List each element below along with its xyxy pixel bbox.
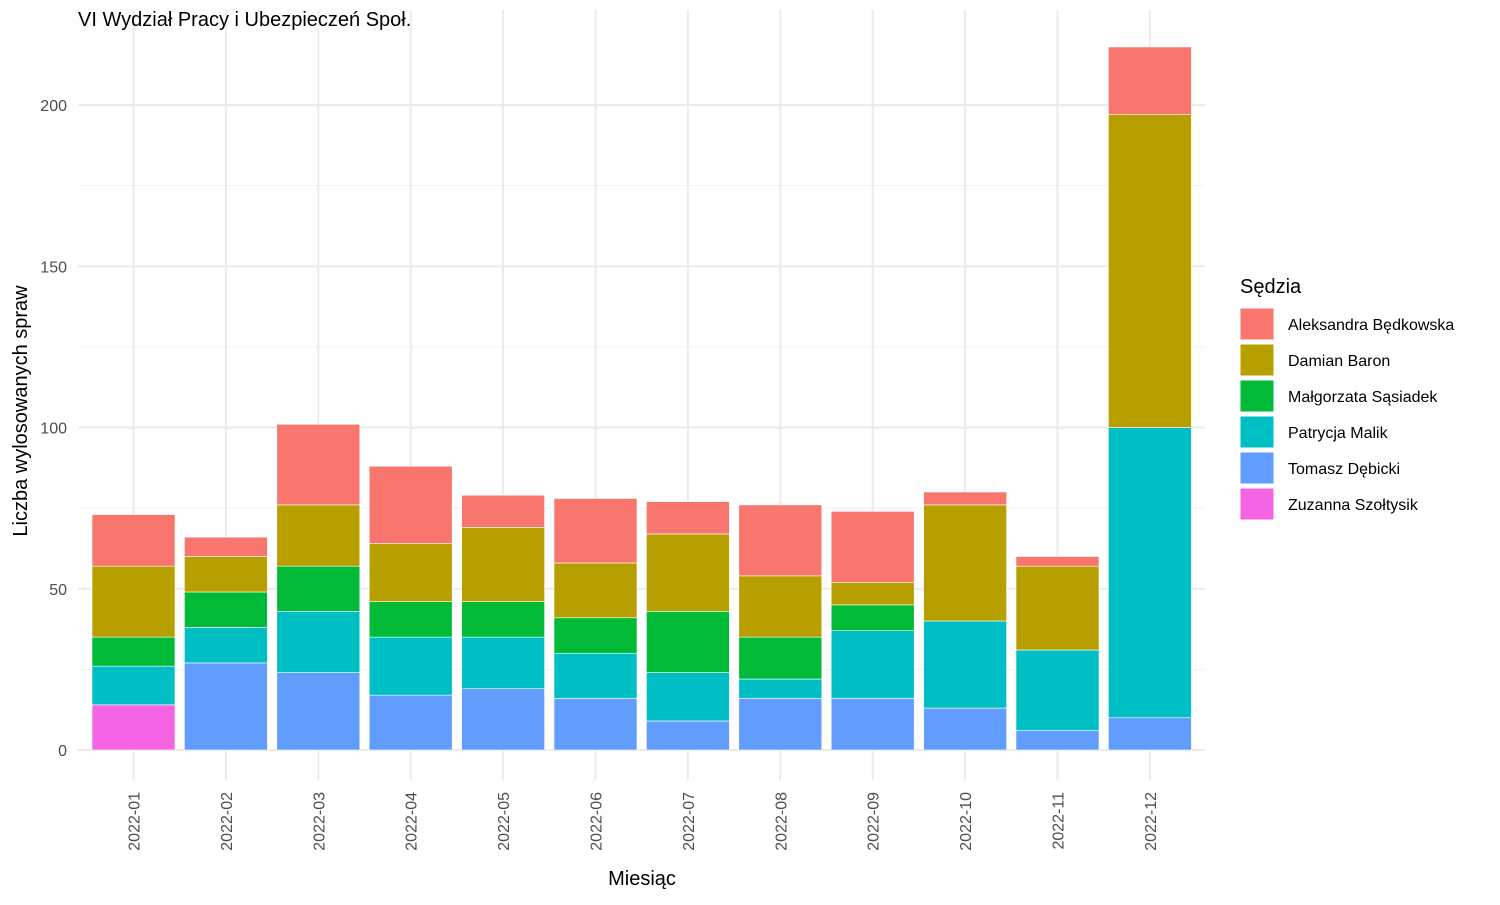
- x-axis-label: Miesiąc: [608, 868, 676, 890]
- bar-segment: [738, 575, 823, 638]
- bar-segment: [461, 494, 545, 528]
- bar-segment: [276, 672, 361, 751]
- bar-segment: [646, 611, 730, 673]
- bar-segment: [276, 565, 361, 612]
- x-tick-label: 2022-06: [589, 792, 606, 851]
- y-tick-label: 100: [40, 421, 67, 438]
- x-tick-label: 2022-02: [219, 792, 236, 851]
- x-tick-label: 2022-09: [866, 792, 883, 851]
- bar-segment: [830, 604, 915, 631]
- bar-segment: [1015, 556, 1100, 567]
- y-tick-label: 0: [58, 743, 67, 760]
- bar-segment: [1108, 427, 1192, 719]
- legend-swatch: [1239, 415, 1275, 449]
- y-tick-label: 200: [40, 98, 67, 115]
- legend-swatch: [1239, 343, 1275, 377]
- bar-segment: [830, 511, 915, 583]
- chart-title: VI Wydział Pracy i Ubezpieczeń Społ.: [78, 9, 411, 31]
- legend: Sędzia Aleksandra Będkowska Damian Baron M…: [1239, 276, 1454, 521]
- bar-segment: [91, 665, 176, 706]
- bar-segment: [91, 704, 176, 751]
- bar-segment: [830, 698, 915, 751]
- x-tick-label: 2022-03: [311, 792, 328, 851]
- bar-segment: [553, 698, 638, 751]
- bar-segment: [1015, 730, 1100, 751]
- bar-segment: [461, 688, 545, 751]
- bar-segment: [738, 504, 823, 577]
- x-tick-label: 2022-07: [681, 792, 698, 851]
- bar-segment: [368, 465, 453, 544]
- bar-segment: [184, 591, 268, 628]
- bar-segment: [830, 581, 915, 606]
- x-tick-label: 2022-08: [773, 792, 790, 851]
- bar-segment: [830, 630, 915, 699]
- bar-segment: [368, 543, 453, 602]
- y-tick-label: 150: [40, 259, 67, 276]
- bar-segment: [276, 611, 361, 673]
- bar-segment: [461, 636, 545, 690]
- bar-segment: [923, 491, 1007, 506]
- bar-segment: [184, 556, 268, 593]
- bar-segment: [461, 601, 545, 638]
- x-tick-label: 2022-11: [1051, 792, 1068, 850]
- bar-segment: [368, 694, 453, 751]
- bar-segment: [646, 720, 730, 751]
- bar-segment: [1015, 565, 1100, 651]
- bar-segment: [91, 636, 176, 667]
- bar-segment: [738, 678, 823, 699]
- legend-swatch: [1239, 307, 1275, 341]
- bar-segment: [368, 636, 453, 696]
- bars-layer: [91, 46, 1192, 751]
- bar-segment: [553, 562, 638, 619]
- y-tick-label: 50: [49, 582, 67, 599]
- bar-segment: [461, 527, 545, 602]
- legend-swatch: [1239, 487, 1275, 521]
- legend-swatch: [1239, 451, 1275, 485]
- bar-segment: [184, 627, 268, 664]
- bar-segment: [1015, 649, 1100, 731]
- bar-segment: [923, 504, 1007, 622]
- legend-label: Aleksandra Będkowska: [1288, 317, 1454, 334]
- bar-segment: [91, 514, 176, 567]
- bar-segment: [276, 423, 361, 506]
- bar-segment: [646, 672, 730, 722]
- bar-segment: [923, 707, 1007, 751]
- bar-segment: [553, 617, 638, 654]
- x-tick-label: 2022-04: [404, 792, 421, 851]
- bar-segment: [738, 636, 823, 680]
- bar-segment: [646, 501, 730, 535]
- legend-label: Małgorzata Sąsiadek: [1288, 389, 1438, 406]
- axis-layer: 0 50 100 150 200 2022-01 2022-02 2022-03 2022-04…: [40, 98, 1160, 851]
- bar-segment: [553, 652, 638, 699]
- bar-segment: [1108, 114, 1192, 428]
- legend-title: Sędzia: [1240, 276, 1302, 298]
- x-tick-label: 2022-12: [1143, 792, 1160, 851]
- x-tick-label: 2022-05: [496, 792, 513, 851]
- legend-swatch: [1239, 379, 1275, 413]
- bar-segment: [184, 662, 268, 751]
- x-tick-label: 2022-01: [127, 792, 144, 851]
- bar-segment: [91, 565, 176, 638]
- legend-label: Tomasz Dębicki: [1288, 461, 1400, 478]
- bar-segment: [276, 504, 361, 567]
- bar-segment: [738, 698, 823, 751]
- bar-segment: [553, 498, 638, 564]
- legend-label: Damian Baron: [1288, 353, 1390, 370]
- bar-segment: [646, 533, 730, 612]
- x-tick-label: 2022-10: [958, 792, 975, 851]
- legend-label: Patrycja Malik: [1288, 425, 1389, 442]
- bar-segment: [368, 601, 453, 638]
- bar-segment: [923, 620, 1007, 709]
- legend-items: Aleksandra Będkowska Damian Baron Małgorza…: [1239, 307, 1454, 521]
- legend-label: Zuzanna Szołtysik: [1288, 497, 1419, 514]
- bar-segment: [184, 536, 268, 557]
- bar-segment: [1108, 717, 1192, 751]
- y-axis-label: Liczba wylosowanych spraw: [10, 285, 32, 537]
- bar-segment: [1108, 46, 1192, 115]
